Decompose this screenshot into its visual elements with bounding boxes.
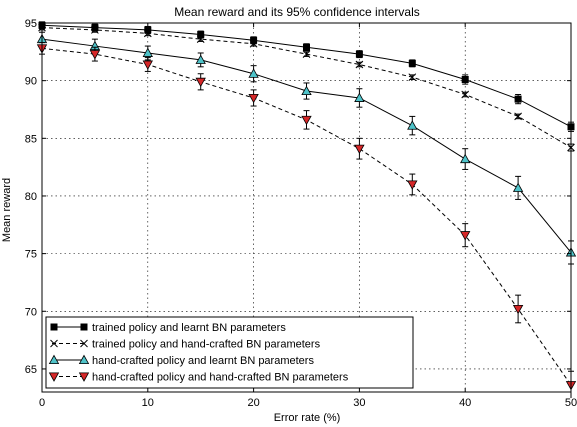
legend-marker xyxy=(78,372,90,382)
data-point xyxy=(461,90,470,99)
legend-marker xyxy=(48,354,60,365)
x-tick-label: 10 xyxy=(142,397,154,409)
legend-marker xyxy=(50,339,58,348)
data-point xyxy=(514,112,522,121)
y-tick-label: 95 xyxy=(25,18,37,30)
x-tick-label: 20 xyxy=(247,397,259,409)
legend-label: trained policy and learnt BN parameters xyxy=(92,322,286,334)
data-point xyxy=(249,39,258,48)
legend-item: hand-crafted policy and learnt BN parame… xyxy=(48,354,314,367)
x-tick-label: 0 xyxy=(39,397,45,409)
y-tick-label: 75 xyxy=(25,249,37,261)
data-point xyxy=(143,29,152,38)
legend-label: trained policy and hand-crafted BN param… xyxy=(92,339,321,351)
legend-marker xyxy=(80,323,88,331)
marker-stroke xyxy=(80,339,88,348)
marker-stroke xyxy=(50,339,58,348)
marker-stroke xyxy=(514,112,522,121)
legend-label: hand-crafted policy and hand-crafted BN … xyxy=(92,372,349,384)
marker-stroke xyxy=(355,60,364,69)
legend-label: hand-crafted policy and learnt BN parame… xyxy=(92,355,314,367)
legend-marker xyxy=(50,323,58,331)
data-point xyxy=(301,85,312,96)
marker-stroke xyxy=(91,26,99,34)
marker-stroke xyxy=(408,73,417,82)
data-point xyxy=(407,180,418,190)
data-point xyxy=(248,68,259,78)
data-point xyxy=(195,77,206,88)
marker-stroke xyxy=(143,29,152,38)
data-point xyxy=(195,54,206,64)
data-point xyxy=(408,59,416,67)
data-point xyxy=(89,50,101,60)
data-point xyxy=(512,304,524,315)
marker-stroke xyxy=(302,50,311,58)
y-tick-label: 90 xyxy=(25,76,37,88)
chart-title: Mean reward and its 95% confidence inter… xyxy=(174,5,419,19)
y-tick-label: 85 xyxy=(25,133,37,145)
data-point xyxy=(354,144,365,155)
data-point xyxy=(514,95,522,103)
x-axis-label: Error rate (%) xyxy=(274,412,341,424)
data-point xyxy=(142,60,153,70)
x-tick-label: 40 xyxy=(459,397,471,409)
legend-box xyxy=(45,316,414,389)
marker-stroke xyxy=(196,35,205,43)
legend-item: trained policy and learnt BN parameters xyxy=(50,322,286,334)
data-point xyxy=(301,115,312,126)
x-tick-label: 50 xyxy=(565,397,577,409)
y-axis-label: Mean reward xyxy=(1,178,13,242)
marker-stroke xyxy=(461,90,470,99)
y-tick-label: 70 xyxy=(25,306,37,318)
data-point xyxy=(460,231,471,241)
series-line xyxy=(41,38,572,253)
series-3 xyxy=(36,31,577,265)
legend-marker xyxy=(80,339,88,348)
legend-item: trained policy and hand-crafted BN param… xyxy=(50,339,321,351)
legend-marker xyxy=(78,354,90,365)
data-point xyxy=(196,35,205,43)
data-point xyxy=(461,76,469,84)
data-point xyxy=(302,50,311,58)
axis-ticks: 0 10 20 30 40 50 65 70 75 80 85 90 95 xyxy=(25,18,577,409)
legend: trained policy and learnt BN parameters t… xyxy=(45,316,414,389)
x-tick-label: 30 xyxy=(353,397,365,409)
data-point xyxy=(248,93,259,104)
plot-area xyxy=(41,22,572,393)
legend-marker xyxy=(48,372,60,382)
data-point xyxy=(408,73,417,82)
data-point xyxy=(91,26,99,34)
data-point xyxy=(354,92,365,102)
y-tick-label: 80 xyxy=(25,191,37,203)
series-2 xyxy=(38,23,575,152)
data-point xyxy=(355,50,363,58)
data-point xyxy=(142,47,153,57)
marker-stroke xyxy=(249,39,258,48)
y-tick-label: 65 xyxy=(25,364,37,376)
data-point xyxy=(407,120,418,130)
legend-item: hand-crafted policy and hand-crafted BN … xyxy=(48,372,349,384)
data-point xyxy=(303,43,310,51)
data-point xyxy=(460,153,471,164)
data-point xyxy=(512,182,524,192)
data-point xyxy=(355,60,364,69)
